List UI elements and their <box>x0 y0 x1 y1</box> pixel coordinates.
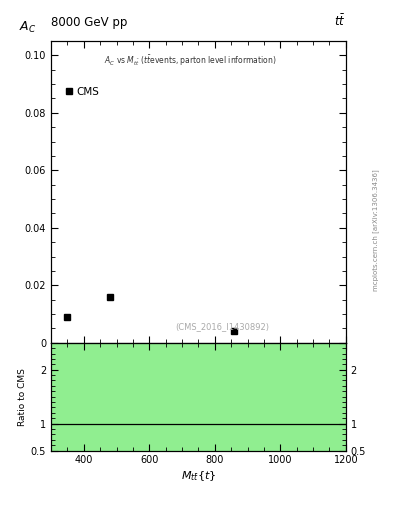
Legend: CMS: CMS <box>62 82 104 101</box>
CMS <box>232 328 237 334</box>
CMS <box>65 314 70 320</box>
Text: mcplots.cern.ch [arXiv:1306.3436]: mcplots.cern.ch [arXiv:1306.3436] <box>372 169 379 291</box>
Text: 8000 GeV pp: 8000 GeV pp <box>51 16 127 29</box>
Text: $A_C$ vs $M_{t\bar{t}}$ ($t\bar{t}$events, parton level information): $A_C$ vs $M_{t\bar{t}}$ ($t\bar{t}$event… <box>104 53 277 68</box>
Line: CMS: CMS <box>64 293 238 335</box>
Text: $t\bar{t}$: $t\bar{t}$ <box>334 13 346 29</box>
Bar <box>51 343 346 451</box>
Y-axis label: $A_C$: $A_C$ <box>19 20 36 35</box>
CMS <box>108 294 112 300</box>
Text: (CMS_2016_I1430892): (CMS_2016_I1430892) <box>175 322 269 331</box>
X-axis label: $M_{t\bar{t}}\{t\}$: $M_{t\bar{t}}\{t\}$ <box>181 470 216 483</box>
Y-axis label: Ratio to CMS: Ratio to CMS <box>18 368 27 425</box>
